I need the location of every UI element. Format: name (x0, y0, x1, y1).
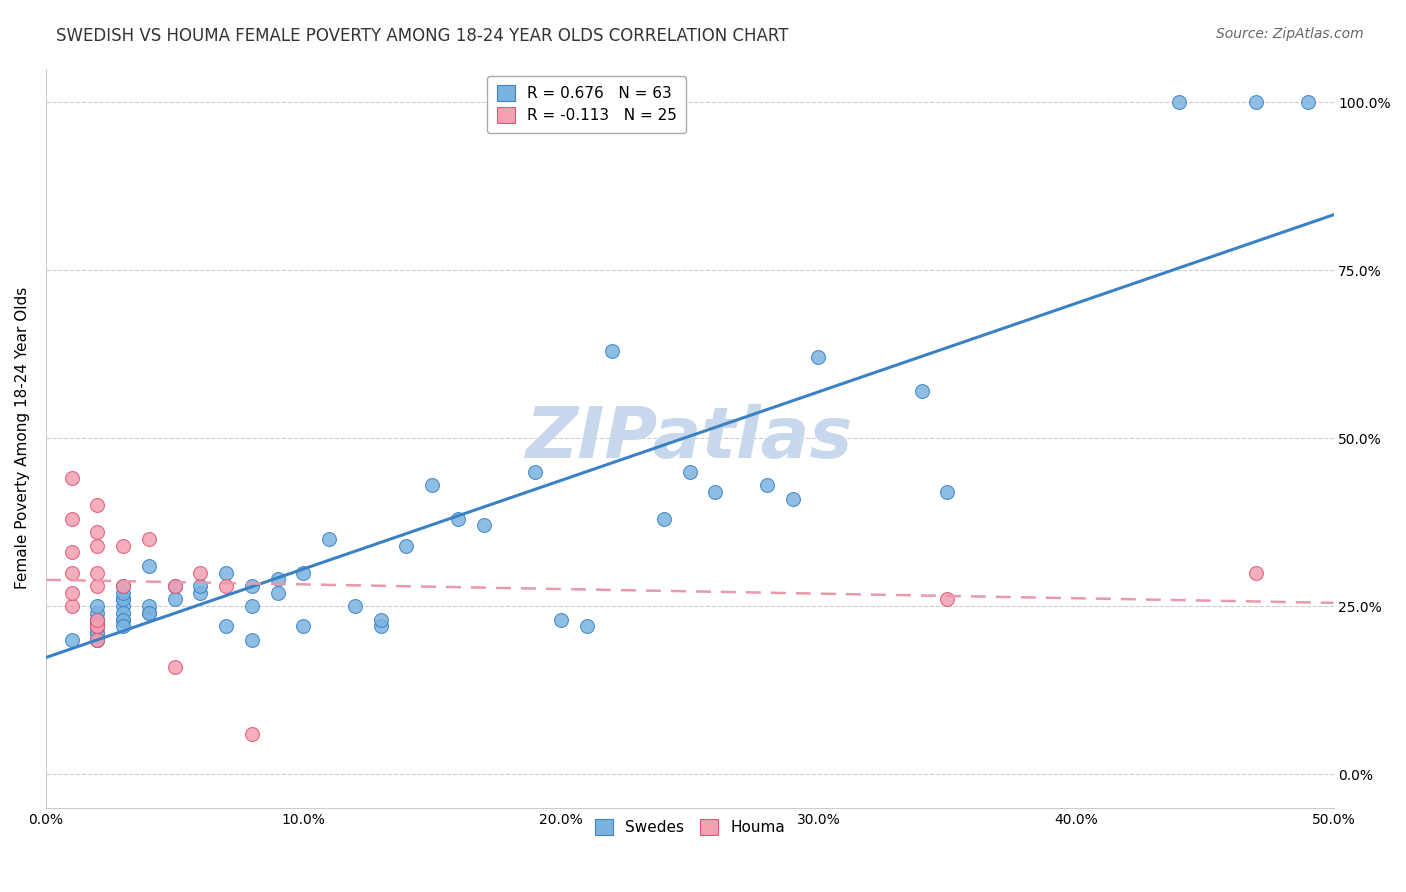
Point (370, 619, 392, 633)
Point (1246, 566, 1268, 580)
Point (267, 585, 290, 599)
Point (112, 539, 135, 553)
Point (112, 613, 135, 627)
Point (86, 632, 108, 647)
Point (60, 512, 83, 526)
Point (190, 585, 212, 599)
Point (910, 384, 932, 398)
Point (190, 566, 212, 580)
Point (652, 512, 675, 526)
Point (86, 579, 108, 593)
Point (292, 566, 315, 580)
Point (240, 727, 263, 741)
Point (60, 566, 83, 580)
Point (395, 539, 418, 553)
Point (163, 579, 186, 593)
Point (86, 619, 108, 633)
Point (163, 579, 186, 593)
Point (86, 632, 108, 647)
Point (112, 613, 135, 627)
Point (112, 619, 135, 633)
Point (86, 613, 108, 627)
Point (86, 613, 108, 627)
Point (163, 592, 186, 607)
Point (60, 632, 83, 647)
Point (240, 632, 263, 647)
Text: Source: ZipAtlas.com: Source: ZipAtlas.com (1216, 27, 1364, 41)
Point (86, 539, 108, 553)
Point (112, 585, 135, 599)
Point (318, 532, 340, 546)
Point (163, 659, 186, 673)
Point (86, 606, 108, 620)
Point (447, 512, 470, 526)
Point (704, 484, 727, 499)
Point (190, 579, 212, 593)
Point (86, 525, 108, 540)
Point (86, 599, 108, 614)
Point (86, 613, 108, 627)
Point (472, 518, 495, 533)
Point (575, 619, 598, 633)
Point (86, 626, 108, 640)
Point (807, 351, 830, 365)
Point (215, 619, 238, 633)
Legend: Swedes, Houma: Swedes, Houma (585, 810, 794, 845)
Point (602, 343, 624, 358)
Point (112, 579, 135, 593)
Point (370, 613, 392, 627)
Point (60, 585, 83, 599)
Point (215, 566, 238, 580)
Point (86, 632, 108, 647)
Point (86, 613, 108, 627)
Point (138, 558, 160, 573)
Text: SWEDISH VS HOUMA FEMALE POVERTY AMONG 18-24 YEAR OLDS CORRELATION CHART: SWEDISH VS HOUMA FEMALE POVERTY AMONG 18… (56, 27, 789, 45)
Point (240, 599, 263, 614)
Point (936, 484, 959, 499)
Point (86, 619, 108, 633)
Point (679, 465, 702, 479)
Point (86, 619, 108, 633)
Point (86, 626, 108, 640)
Point (550, 613, 572, 627)
Point (112, 606, 135, 620)
Point (112, 592, 135, 607)
Point (86, 619, 108, 633)
Point (292, 619, 315, 633)
Point (86, 619, 108, 633)
Point (240, 579, 263, 593)
Point (86, 499, 108, 513)
Point (86, 619, 108, 633)
Point (756, 478, 779, 492)
Point (112, 592, 135, 607)
Text: ZIPatlas: ZIPatlas (526, 404, 853, 473)
Y-axis label: Female Poverty Among 18-24 Year Olds: Female Poverty Among 18-24 Year Olds (15, 287, 30, 590)
Point (782, 491, 804, 506)
Point (138, 599, 160, 614)
Point (936, 592, 959, 607)
Point (1168, 95, 1191, 109)
Point (1296, 95, 1319, 109)
Point (138, 532, 160, 546)
Point (138, 606, 160, 620)
Point (86, 566, 108, 580)
Point (1246, 95, 1268, 109)
Point (112, 579, 135, 593)
Point (60, 471, 83, 485)
Point (60, 599, 83, 614)
Point (60, 545, 83, 559)
Point (112, 599, 135, 614)
Point (138, 606, 160, 620)
Point (343, 599, 366, 614)
Point (524, 465, 547, 479)
Point (215, 579, 238, 593)
Point (420, 478, 443, 492)
Point (267, 572, 290, 586)
